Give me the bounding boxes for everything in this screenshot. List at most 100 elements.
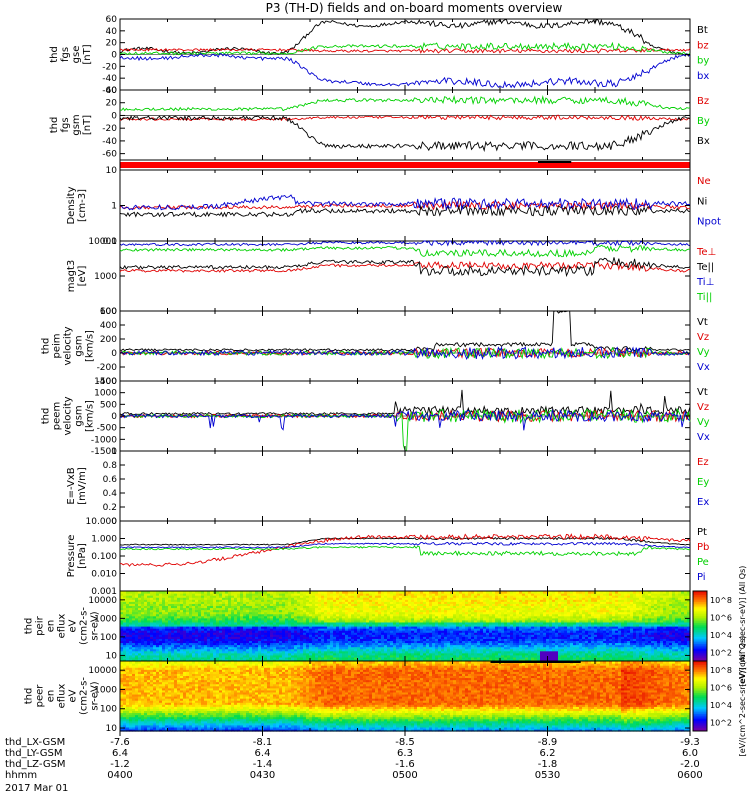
y-tick-label: 0.4 [103,489,118,499]
colorbar-tick-label: 10^4 [710,701,732,710]
y-tick-label: 200 [100,335,117,345]
y-tick-label: 1000 [94,272,117,282]
x-tick-label: 6.2 [540,748,556,759]
x-tick-label: 0530 [535,770,560,781]
y-axis-label: Pressure [66,535,77,578]
y-tick-label: 0 [111,412,117,422]
legend-label-vz: Vz [697,332,709,343]
y-tick-label: 1500 [94,377,117,387]
series-line-ti [120,245,690,256]
y-axis-label: fgs [60,117,71,132]
y-tick-label: 100 [100,705,117,715]
colorbar-tick-label: 10^6 [710,613,732,622]
x-tick-label: -8.1 [253,737,273,748]
y-tick-label: 40 [106,86,118,96]
y-axis-label: peer [35,684,46,708]
x-tick-label: -7.6 [110,737,130,748]
legend-label-pt: Pt [697,527,707,538]
colorbar-tick-label: 10^6 [710,683,732,692]
legend-label-vz: Vz [697,402,709,413]
legend-label-pi: Pi [697,572,706,583]
date-label: 2017 Mar 01 [5,783,68,794]
legend-label-bt: Bt [697,25,708,36]
y-axis-label: sr-eV) [90,611,101,640]
y-axis-label: gsm [74,405,85,426]
x-tick-label: -1.4 [253,759,273,770]
y-tick-label: -40 [102,74,117,84]
mode-bar [120,162,690,168]
y-axis-label: peem [52,402,63,430]
series-line-vy [120,409,690,451]
y-tick-label: -500 [97,424,118,434]
panel-pressure: 10.0001.0000.1000.0100.001PtPbPePiPressu… [66,517,709,597]
y-axis-label: [km/s] [85,400,96,432]
y-tick-label: 0.2 [103,503,117,513]
y-tick-label: -40 [102,137,117,147]
legend-label-pe: Pe [697,557,709,568]
legend-label-by: by [697,56,709,67]
y-axis-label: [nPa] [77,543,88,569]
colorbar-label: [eV/(cm^2-sec-sr-eV)] (All Qs) [738,636,747,757]
x-tick-label: -1.8 [538,759,558,770]
legend-label-pb: Pb [697,542,709,553]
y-axis-label: (cm2-s- [79,607,90,645]
y-axis-label: [km/s] [85,330,96,362]
y-axis-label: eflux [57,684,68,709]
y-tick-label: 10000 [88,596,117,606]
x-axis-row-label: hhmm [5,770,37,781]
x-tick-label: -1.6 [395,759,415,770]
y-tick-label: 1 [111,447,117,457]
y-axis-label: [nT] [82,44,93,64]
y-axis-label: thd [41,408,52,425]
plot-title: P3 (TH-D) fields and on-board moments ov… [266,1,563,15]
y-tick-label: 100 [100,633,117,643]
legend-label-vt: Vt [697,387,708,398]
series-line-vt [120,390,690,415]
y-tick-label: 20 [106,39,118,49]
series-line-te [120,257,690,275]
y-tick-label: 0 [111,349,117,359]
y-tick-label: 400 [100,321,117,331]
series-line-bx [120,54,690,88]
y-axis-label: en [46,620,57,633]
y-axis-label: velocity [63,396,74,435]
y-tick-label: 60 [106,15,118,25]
colorbar-tick-label: 10^8 [710,596,732,605]
legend-label-by: By [697,116,710,127]
y-tick-label: 0.010 [91,570,117,580]
y-axis-label: fgs [60,47,71,62]
y-axis-label: thd [24,618,35,635]
y-tick-label: 10000 [88,666,117,676]
x-axis-row-label: thd_LZ-GSM [5,759,66,770]
y-tick-label: 10 [106,724,118,734]
y-tick-label: 0.8 [103,461,118,471]
y-axis-label: gsm [74,335,85,356]
legend-label-ez: Ez [697,457,709,468]
y-axis-label: velocity [63,326,74,365]
y-axis-label: eV [68,689,79,702]
y-tick-label: 1.000 [91,535,117,545]
y-axis-label: E=-VxB [66,467,77,504]
y-axis-label: eV [68,619,79,632]
x-tick-label: -1.2 [110,759,130,770]
y-tick-label: -20 [102,124,117,134]
y-tick-label: 10.000 [86,517,118,527]
legend-label-ni: Ni [697,196,707,207]
y-tick-label: 500 [100,400,117,410]
y-axis-label: thd [24,688,35,705]
legend-label-ti: Ti⊥ [696,277,714,288]
y-axis-label: Density [66,186,77,224]
y-axis-label: [cm-3] [77,189,88,222]
series-line-vt [120,311,690,351]
legend-label-vx: Vx [697,432,710,443]
legend-label-ti: Ti|| [696,292,712,303]
colorbar-tick-label: 10^2 [710,648,732,657]
x-tick-label: 0430 [250,770,275,781]
